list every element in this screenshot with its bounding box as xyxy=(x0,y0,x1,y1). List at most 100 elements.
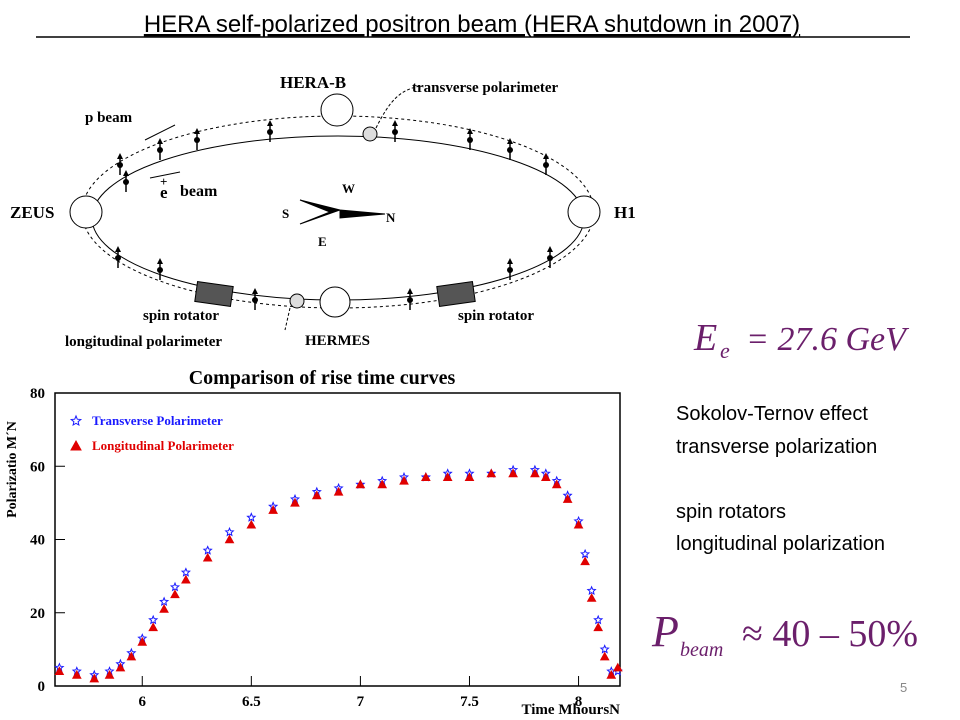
point xyxy=(508,468,518,478)
arrow xyxy=(144,124,176,141)
page-number: 5 xyxy=(900,680,907,695)
x-tick-label: 6 xyxy=(139,694,147,710)
point xyxy=(137,637,148,646)
point xyxy=(586,585,597,596)
y-tick-label: 60 xyxy=(30,459,45,475)
diagram-label: N xyxy=(386,210,396,225)
point xyxy=(399,475,409,485)
point xyxy=(224,534,235,544)
point xyxy=(562,494,573,503)
note: longitudinal polarization xyxy=(676,533,885,555)
spin-dot xyxy=(507,147,513,153)
pointer xyxy=(284,307,291,331)
point xyxy=(170,589,180,599)
point xyxy=(599,651,610,661)
x-tick-label: 8 xyxy=(575,694,583,710)
eq-rest: = 27.6 GeV xyxy=(746,321,910,358)
point xyxy=(586,593,597,602)
point xyxy=(202,552,213,562)
point xyxy=(530,468,540,478)
hera-b xyxy=(320,93,354,127)
legend-label: Longitudinal Polarimeter xyxy=(92,438,234,453)
point xyxy=(126,651,137,661)
point xyxy=(159,596,170,607)
spin-head xyxy=(392,120,398,126)
y-tick-label: 0 xyxy=(38,679,46,695)
point xyxy=(71,669,82,679)
diagram-label: HERA-B xyxy=(280,73,346,92)
compass xyxy=(299,199,386,225)
chart: Comparison of rise time curves Time Mhour… xyxy=(5,367,623,718)
spin-head xyxy=(157,258,163,264)
point xyxy=(224,526,235,537)
note: transverse polarization xyxy=(676,436,877,458)
ring-diagram xyxy=(69,85,601,331)
polarization-equation: P beam ≈ 40 – 50% xyxy=(651,607,918,661)
diagram-label: HERMES xyxy=(305,333,370,349)
longitudinal-polarimeter xyxy=(289,293,305,309)
spin-head xyxy=(252,288,258,294)
spin-dot xyxy=(507,267,513,273)
eq-symbol: E xyxy=(693,317,717,359)
spin-dot xyxy=(392,129,398,135)
point xyxy=(573,519,584,529)
diagram-label: W xyxy=(342,181,355,196)
point xyxy=(551,479,562,489)
diagram-label: beam xyxy=(180,183,218,200)
y-tick-label: 20 xyxy=(30,606,45,622)
spin-dot xyxy=(467,137,473,143)
spin-dot xyxy=(267,129,273,135)
point xyxy=(355,479,366,489)
eq-rest: ≈ 40 – 50% xyxy=(742,613,918,655)
point xyxy=(159,604,169,613)
x-axis-label: Time MhoursN xyxy=(522,702,621,718)
spin-head xyxy=(543,153,549,159)
spin-head xyxy=(507,258,513,264)
note: Sokolov-Ternov effect xyxy=(676,403,868,425)
diagram-label: spin rotator xyxy=(458,308,534,324)
diagram-label: S xyxy=(282,206,289,221)
point xyxy=(593,614,604,625)
point xyxy=(442,472,453,481)
zeus xyxy=(69,195,103,229)
spin-head xyxy=(507,138,513,144)
hermes xyxy=(319,286,351,318)
point xyxy=(540,472,551,481)
point xyxy=(599,644,610,654)
chart-title: Comparison of rise time curves xyxy=(189,367,456,389)
legend-marker xyxy=(70,439,82,451)
x-tick-label: 6.5 xyxy=(242,694,261,710)
point xyxy=(169,581,181,592)
point xyxy=(580,556,590,566)
point xyxy=(420,472,431,481)
arrow xyxy=(149,171,181,179)
spin-arrows xyxy=(115,120,553,310)
p-ring xyxy=(81,115,595,309)
diagram-label: transverse polarimeter xyxy=(412,80,559,96)
spin-dot xyxy=(194,137,200,143)
y-tick-label: 40 xyxy=(30,533,45,549)
point xyxy=(180,567,191,577)
point xyxy=(148,622,159,632)
spin-head xyxy=(123,170,129,176)
diagram-label: spin rotator xyxy=(143,308,219,324)
x-tick-label: 7 xyxy=(357,694,365,710)
spin-head xyxy=(194,128,200,134)
point xyxy=(104,669,115,679)
spin-dot xyxy=(547,255,553,261)
spin-dot xyxy=(407,297,413,303)
point xyxy=(246,519,257,529)
spin-head xyxy=(115,246,121,252)
point xyxy=(333,486,344,496)
point xyxy=(148,614,159,625)
diagram-label: p beam xyxy=(85,110,133,126)
point xyxy=(115,662,126,672)
spin-dot xyxy=(157,267,163,273)
spin-dot xyxy=(543,162,549,168)
h1 xyxy=(567,195,601,229)
eq-subscript: beam xyxy=(680,639,723,661)
point xyxy=(593,622,604,632)
legend-label: Transverse Polarimeter xyxy=(92,413,223,428)
transverse-polarimeter xyxy=(362,126,378,142)
